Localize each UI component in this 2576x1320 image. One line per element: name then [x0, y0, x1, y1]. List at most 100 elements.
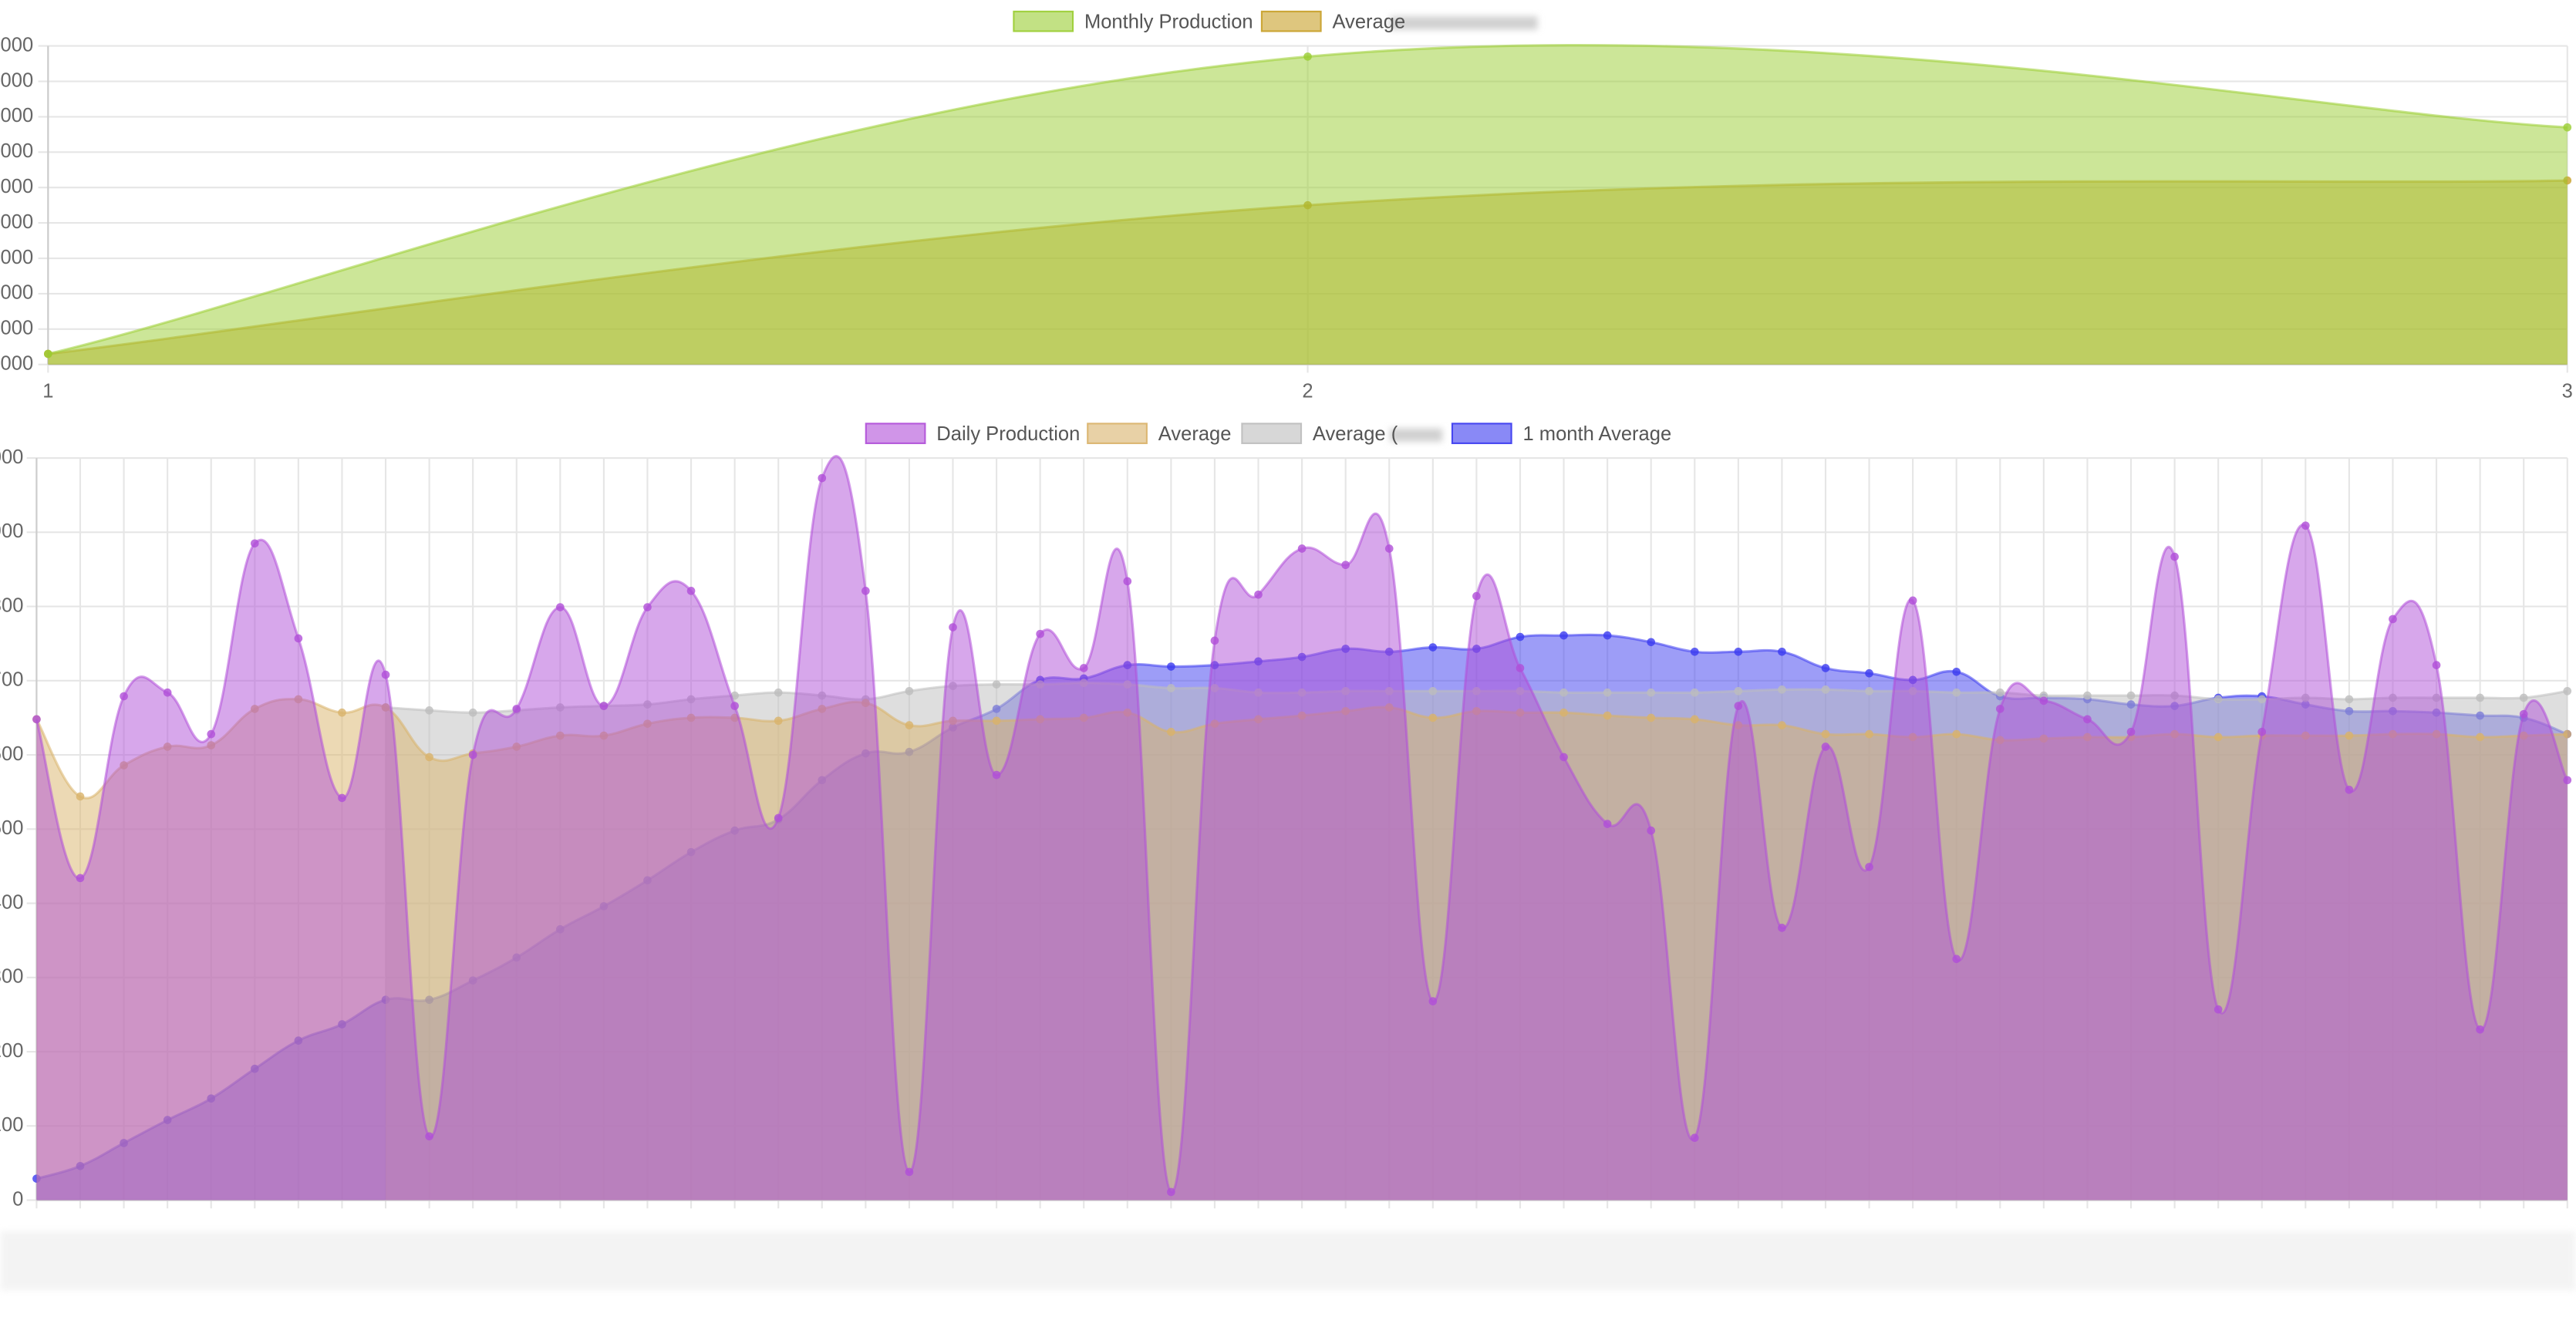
data-point [163, 688, 172, 697]
data-point [1952, 729, 1961, 739]
data-point [1472, 591, 1481, 601]
legend-swatch [865, 423, 926, 444]
data-point [992, 770, 1001, 780]
legend-label: Average [1332, 12, 1405, 33]
data-point [120, 692, 128, 701]
y-tick-label: 10000 [0, 34, 33, 56]
legend-label: 1 month Average [1522, 423, 1671, 445]
data-point [1516, 632, 1525, 641]
data-point [1952, 667, 1961, 676]
data-point [2257, 727, 2267, 736]
data-point [1995, 688, 2004, 697]
y-tick-label: 900 [0, 520, 23, 542]
y-tick-label: 600 [0, 743, 23, 765]
data-point [2214, 695, 2223, 704]
blurred-text [1390, 16, 1538, 30]
data-point [1516, 664, 1525, 672]
data-point [599, 702, 609, 710]
data-point [2519, 693, 2528, 702]
data-point [1559, 753, 1568, 762]
data-point [425, 1132, 433, 1141]
data-point [1341, 561, 1350, 570]
data-point [1778, 647, 1786, 656]
data-point [1908, 596, 1917, 605]
data-point [250, 539, 259, 548]
data-point [2563, 776, 2572, 785]
y-tick-label: 700 [0, 669, 23, 691]
data-point [1647, 688, 1656, 697]
y-tick-label: 2000 [0, 318, 33, 339]
data-point [992, 716, 1001, 726]
data-point [1603, 711, 1612, 720]
legend-label: Daily Production [936, 423, 1080, 445]
data-point [1167, 727, 1175, 736]
x-tick-label: 1 [42, 381, 53, 402]
y-tick-label: 100 [0, 1114, 23, 1136]
data-point [1734, 686, 1743, 695]
data-point [1690, 715, 1699, 724]
x-tick-label: 3 [2562, 381, 2573, 402]
data-point [2214, 732, 2223, 742]
blurred-text [1390, 428, 1443, 442]
data-point [512, 705, 521, 713]
data-point [1123, 577, 1132, 586]
data-point [76, 874, 85, 883]
data-point [992, 680, 1001, 689]
data-point [1647, 638, 1656, 647]
data-point [1821, 729, 1830, 739]
data-point [1778, 721, 1786, 729]
data-point [2170, 552, 2179, 561]
legend-label: Monthly Production [1084, 12, 1253, 33]
data-point [2563, 123, 2572, 132]
data-point [2126, 691, 2136, 700]
data-point [1690, 1133, 1699, 1143]
data-point [2345, 695, 2354, 704]
data-point [1647, 713, 1656, 722]
y-tick-label: 300 [0, 966, 23, 988]
data-point [949, 623, 957, 631]
data-point [1734, 647, 1743, 656]
data-point [1821, 742, 1830, 751]
data-point [2432, 661, 2441, 669]
y-tick-label: 6000 [0, 176, 33, 197]
data-point [2257, 695, 2267, 704]
data-point [2345, 731, 2354, 740]
data-point [2301, 521, 2310, 530]
data-point [2083, 715, 2092, 724]
data-point [643, 603, 652, 611]
y-tick-label: 5000 [0, 211, 33, 233]
data-point [468, 708, 477, 717]
data-point [44, 349, 52, 359]
y-tick-label: 500 [0, 817, 23, 839]
y-tick-label: 200 [0, 1040, 23, 1062]
data-point [905, 1167, 914, 1177]
y-tick-label: 3000 [0, 282, 33, 304]
data-point [2563, 686, 2572, 695]
legend-swatch [1013, 10, 1074, 32]
y-tick-label: 7000 [0, 140, 33, 162]
data-point [1254, 590, 1263, 599]
y-tick-label: 400 [0, 891, 23, 913]
data-point [774, 716, 783, 726]
data-point [1384, 544, 1394, 553]
legend-swatch [1260, 10, 1322, 32]
y-tick-label: 4000 [0, 247, 33, 268]
data-point [1559, 688, 1568, 697]
data-point [2039, 696, 2048, 705]
data-point [1559, 708, 1568, 717]
data-point [338, 793, 346, 803]
data-point [1952, 688, 1961, 697]
data-point [2563, 729, 2572, 739]
data-point [1865, 686, 1873, 695]
data-point [1952, 955, 1961, 964]
legend-swatch [1451, 423, 1512, 444]
data-point [1603, 820, 1612, 828]
y-tick-label: 9000 [0, 69, 33, 91]
data-point [1297, 544, 1307, 553]
data-point [76, 792, 85, 801]
data-point [1079, 664, 1088, 672]
legend-swatch [1241, 423, 1303, 444]
data-point [1778, 685, 1786, 694]
data-point [468, 750, 477, 759]
y-tick-label: 800 [0, 594, 23, 616]
